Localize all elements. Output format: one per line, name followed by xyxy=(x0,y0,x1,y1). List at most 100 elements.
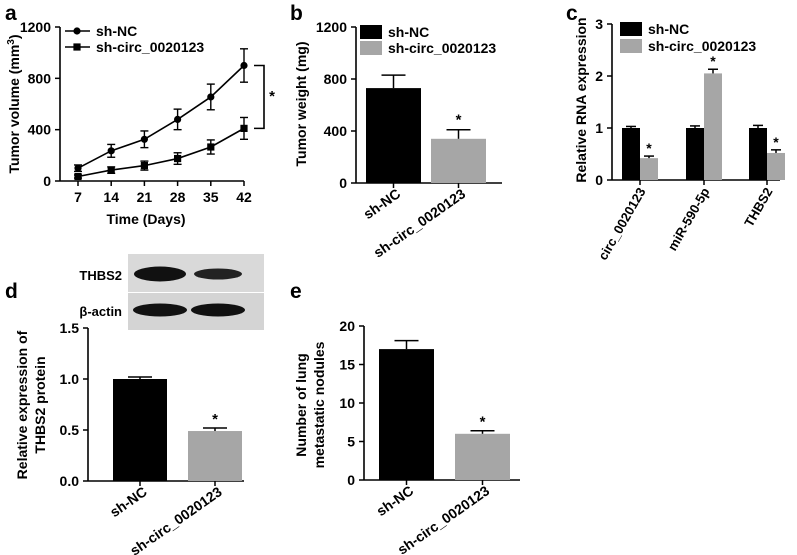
d-x-tick-label: sh-NC xyxy=(107,483,150,520)
a-x-label: Time (Days) xyxy=(106,211,185,227)
e-y-tick-label: 5 xyxy=(347,434,355,450)
c-legend-swatch-0 xyxy=(620,22,642,36)
c-legend-label-0: sh-NC xyxy=(648,21,689,37)
a-series-line-1 xyxy=(77,127,245,178)
c-legend-swatch-1 xyxy=(620,39,642,53)
c-bar-1-0 xyxy=(686,128,704,180)
d-y-label-line2: THBS2 protein xyxy=(32,356,48,453)
d-y-label-line1: Relative expression of xyxy=(14,330,30,479)
d-significance-star: * xyxy=(212,411,218,428)
b-legend-label-1: sh-circ_0020123 xyxy=(388,40,496,56)
e-y-tick-label: 0 xyxy=(347,472,355,488)
b-legend-swatch-1 xyxy=(360,41,382,55)
a-x-tick-label: 14 xyxy=(103,189,119,205)
b-bar-1 xyxy=(431,138,486,183)
a-y-tick-label: 1200 xyxy=(20,19,51,35)
b-y-label: Tumor weight (mg) xyxy=(293,42,309,167)
c-bar-2-1 xyxy=(767,152,785,180)
b-legend-label-0: sh-NC xyxy=(388,24,429,40)
b-x-tick-label: sh-NC xyxy=(360,185,403,222)
blot-band-actin-nc xyxy=(133,303,187,317)
d-y-tick-label: 0.5 xyxy=(60,422,80,438)
a-y-label: Tumor volume (mm3) xyxy=(6,34,23,173)
a-point-sh-circ xyxy=(140,162,148,170)
e-significance-star: * xyxy=(480,414,486,431)
d-y-tick-label: 1.0 xyxy=(60,371,80,387)
a-legend-marker-1 xyxy=(73,43,81,51)
e-y-tick-label: 10 xyxy=(339,395,355,411)
blot-band-actin-circ xyxy=(191,303,245,317)
c-legend-label-1: sh-circ_0020123 xyxy=(648,38,756,54)
a-point-sh-nc xyxy=(140,135,148,143)
panel-d-bar-chart: THBS2 β-actin 0.00.51.01.5sh-NCsh-circ_0… xyxy=(14,254,264,555)
e-y-tick-label: 15 xyxy=(339,357,355,373)
panel-label-a: a xyxy=(5,2,17,25)
a-series-line-0 xyxy=(77,64,245,169)
a-x-tick-label: 35 xyxy=(203,189,219,205)
panel-label-c: c xyxy=(566,2,578,25)
a-legend-marker-0 xyxy=(73,27,81,35)
c-bar-1-1 xyxy=(704,73,722,180)
a-x-tick-label: 42 xyxy=(236,189,252,205)
blot-band-thbs2-nc xyxy=(134,266,186,282)
c-x-tick-label: THBS2 xyxy=(741,185,775,229)
b-y-tick-label: 800 xyxy=(324,71,348,87)
a-y-tick-label: 800 xyxy=(28,70,52,86)
c-y-tick-label: 2 xyxy=(595,68,603,84)
a-x-tick-label: 28 xyxy=(170,189,186,205)
panel-b-bar-chart: 04008001200sh-NCsh-circ_0020123*sh-NCsh-… xyxy=(293,19,502,261)
e-bar-1 xyxy=(455,433,510,480)
a-y-tick-label: 0 xyxy=(43,173,51,189)
a-legend-label-1: sh-circ_0020123 xyxy=(96,39,204,55)
b-y-tick-label: 0 xyxy=(339,175,347,191)
a-x-tick-label: 7 xyxy=(74,189,82,205)
c-bar-0-0 xyxy=(622,128,640,180)
panel-c-bar-chart: 0 1 2 3 * circ_0020123 * miR-590-5p * THBS2 sh-NCs… xyxy=(573,16,785,263)
b-bar-0 xyxy=(366,88,421,183)
a-point-sh-nc xyxy=(107,147,115,155)
a-point-sh-circ xyxy=(207,143,215,151)
panel-a-line-chart: 0 400 800 1200 7 14 21 28 35 42 sh-NCsh-circ_00201… xyxy=(6,19,276,227)
e-y-tick-label: 20 xyxy=(339,318,355,334)
c-y-label: Relative RNA expression xyxy=(573,17,589,182)
c-significance-star: * xyxy=(773,134,779,150)
d-y-tick-label: 1.5 xyxy=(60,320,80,336)
c-y-tick-label: 0 xyxy=(595,172,603,188)
d-y-tick-label: 0.0 xyxy=(60,473,80,489)
a-point-sh-circ xyxy=(174,154,182,163)
blot-label-thbs2: THBS2 xyxy=(79,268,122,283)
a-point-sh-nc xyxy=(207,93,215,101)
d-bar-1 xyxy=(188,431,242,481)
c-x-tick-label: miR-590-5p xyxy=(665,185,713,253)
a-x-tick-label: 21 xyxy=(137,189,153,205)
blot-band-thbs2-circ xyxy=(194,268,242,280)
c-significance-star: * xyxy=(646,140,652,156)
c-bar-2-0 xyxy=(749,128,767,180)
panel-label-e: e xyxy=(290,280,302,303)
e-y-label-line1: Number of lung xyxy=(293,353,309,456)
a-point-sh-circ xyxy=(240,124,248,132)
b-significance-star: * xyxy=(456,112,462,129)
c-significance-star: * xyxy=(710,53,716,69)
e-x-tick-label: sh-NC xyxy=(373,482,416,519)
a-legend-label-0: sh-NC xyxy=(96,23,137,39)
b-legend-swatch-0 xyxy=(360,25,382,39)
c-y-tick-label: 3 xyxy=(595,16,603,32)
c-y-tick-label: 1 xyxy=(595,120,603,136)
a-point-sh-nc xyxy=(240,61,248,70)
b-y-tick-label: 1200 xyxy=(316,19,347,35)
c-bar-0-1 xyxy=(640,158,658,180)
panel-label-d: d xyxy=(5,280,18,303)
c-x-tick-label: circ_0020123 xyxy=(595,185,648,263)
a-point-sh-circ xyxy=(74,172,82,181)
d-bar-0 xyxy=(113,379,167,481)
a-y-tick-label: 400 xyxy=(28,122,52,138)
a-point-sh-nc xyxy=(174,115,182,123)
e-bar-0 xyxy=(379,349,434,480)
a-point-sh-circ xyxy=(107,166,115,174)
a-significance-bracket xyxy=(254,64,265,130)
panel-label-b: b xyxy=(290,2,303,25)
a-point-sh-nc xyxy=(74,164,82,172)
